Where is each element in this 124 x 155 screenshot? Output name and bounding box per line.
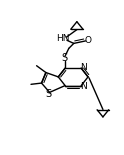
Text: O: O — [85, 36, 92, 45]
Text: N: N — [81, 63, 87, 72]
Text: S: S — [46, 89, 52, 99]
Text: N: N — [81, 82, 87, 91]
Text: S: S — [62, 53, 68, 63]
Text: HN: HN — [57, 34, 70, 43]
